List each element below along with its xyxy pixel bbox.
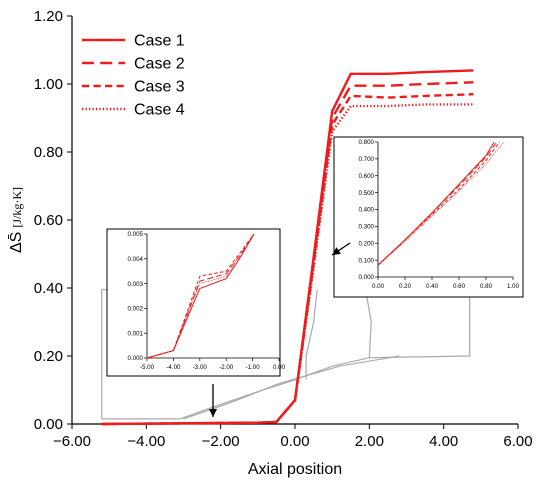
inset-series-line-4 [146,233,255,359]
inset-y-tick-label: 0.000 [359,274,375,281]
inset-x-tick-label: 0.00 [372,283,385,290]
series-line-3 [101,93,474,426]
main-plot-layer: −6.00 −4.00 −2.00 0.00 2.00 4.00 6.000.000.200… [8,8,533,478]
legend-label-1: Case 1 [134,33,185,50]
inset-right-plot: 0.00 0.20 0.40 0.60 0.80 1.00 0.000 0.100 0.200 0… [333,136,524,298]
geometry-outline-line [179,289,471,420]
inset-y-tick-label: 0.600 [359,173,375,180]
inset-y-tick-label: 0.003 [128,281,144,288]
legend: Case 1 Case 2 Case 3 Case 4 [82,33,185,119]
inset-x-tick-label: 0.80 [480,283,493,290]
inset-x-tick-label: -2.00 [219,364,234,371]
legend-label-3: Case 3 [134,79,185,96]
inset-series-line-3 [377,141,500,266]
inset-y-tick-label: 0.002 [128,306,144,313]
y-tick-label: 0.00 [34,416,63,433]
x-axis-label: Axial position [248,461,342,478]
y-axis-label: ΔS̄ [J/kg·K] [8,187,25,253]
inset-y-tick-label: 0.500 [359,190,375,197]
x-tick-label: −6.00 [53,433,91,450]
legend-label-2: Case 2 [134,56,185,73]
inset-x-tick-label: 0.60 [453,283,466,290]
inset-x-tick-label: 0.20 [399,283,412,290]
x-tick-label: −4.00 [127,433,165,450]
inset-x-tick-label: -3.00 [193,364,208,371]
inset-x-tick-label: 0.40 [426,283,439,290]
inset-y-tick-label: 0.200 [359,240,375,247]
legend-label-4: Case 4 [134,102,185,119]
y-axis-label-unit: [J/kg·K] [10,187,24,228]
inset-series-line-4 [377,141,504,266]
y-axis-label-symbol: ΔS̄ [8,232,25,253]
inset-x-tick-label: 0.00 [273,364,286,371]
y-tick-label: 0.80 [34,144,63,161]
x-tick-label: 0.00 [280,433,309,450]
inset-y-tick-label: 0.004 [128,256,144,263]
y-tick-label: 1.00 [34,76,63,93]
geometry-outline-line [365,289,372,358]
inset-y-tick-label: 0.100 [359,257,375,264]
x-tick-label: 4.00 [429,433,458,450]
y-tick-label: 1.20 [34,8,63,25]
y-tick-label: 0.60 [34,212,63,229]
annotation-arrows [209,242,351,417]
inset-x-tick-label: -5.00 [140,364,155,371]
inset-y-tick-label: 0.700 [359,156,375,163]
arrow-to-steep-rise-head [332,247,341,255]
inset-y-tick-label: 0.000 [128,355,144,362]
inset-y-tick-label: 0.300 [359,224,375,231]
arrow-to-inlet-region-head [209,409,217,417]
y-tick-label: 0.20 [34,348,63,365]
inset-frame [106,228,281,377]
inset-x-tick-label: 1.00 [507,283,520,290]
inset-x-tick-label: -4.00 [166,364,181,371]
y-tick-label: 0.40 [34,280,63,297]
inset-left-plot: -5.00 -4.00 -3.00 -2.00 -1.00 0.00 0.000 0.001 0… [106,228,286,377]
x-tick-label: −2.00 [202,433,240,450]
geometry-outline-line [305,289,318,380]
inset-x-tick-label: -1.00 [246,364,261,371]
x-tick-label: 6.00 [503,433,532,450]
inset-y-tick-label: 0.005 [128,231,144,238]
inset-y-tick-label: 0.400 [359,207,375,214]
inset-y-tick-label: 0.800 [359,139,375,146]
inset-y-tick-label: 0.001 [128,330,144,337]
x-tick-label: 2.00 [355,433,384,450]
